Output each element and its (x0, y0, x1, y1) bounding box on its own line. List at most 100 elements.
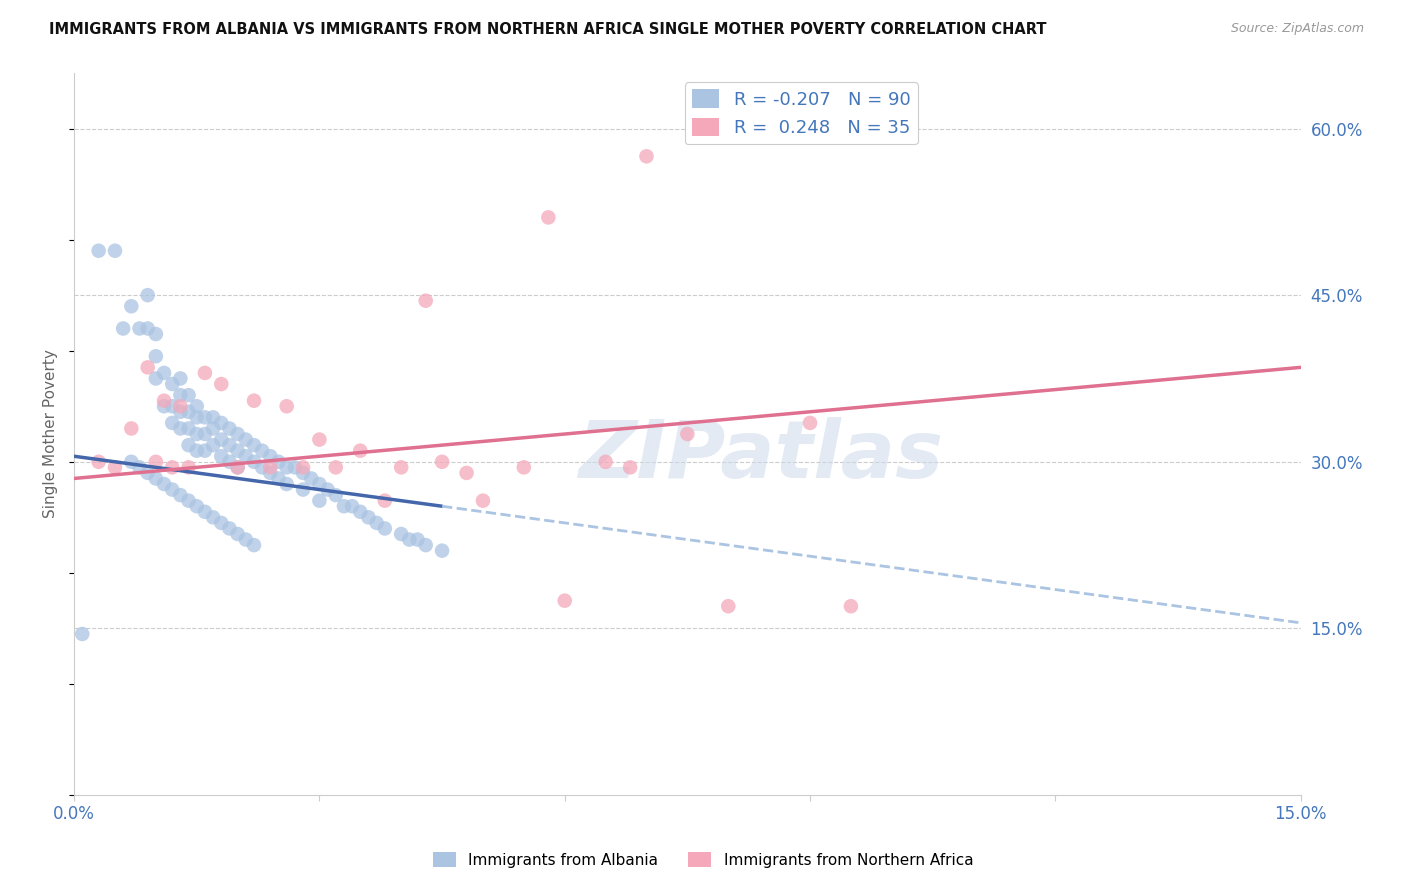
Point (316, 483, 339, 497)
Point (717, 599, 740, 614)
Point (415, 538, 437, 552)
Point (186, 443, 208, 458)
Point (169, 421, 191, 435)
Point (218, 421, 240, 435)
Point (250, 460, 273, 475)
Point (471, 493, 494, 508)
Point (160, 460, 183, 475)
Point (120, 455, 142, 469)
Point (259, 466, 281, 480)
Point (186, 399, 208, 413)
Point (160, 483, 183, 497)
Point (554, 593, 576, 607)
Point (636, 149, 658, 163)
Point (799, 416, 821, 430)
Point (202, 421, 225, 435)
Point (267, 471, 290, 485)
Point (357, 510, 380, 524)
Point (333, 500, 356, 514)
Point (676, 427, 699, 442)
Point (398, 533, 420, 547)
Point (209, 416, 232, 430)
Text: Source: ZipAtlas.com: Source: ZipAtlas.com (1230, 22, 1364, 36)
Point (374, 521, 396, 535)
Point (87, 244, 110, 258)
Legend: R = -0.207   N = 90, R =  0.248   N = 35: R = -0.207 N = 90, R = 0.248 N = 35 (685, 82, 918, 145)
Point (104, 244, 127, 258)
Point (430, 543, 453, 558)
Point (145, 349, 167, 363)
Point (276, 460, 298, 475)
Point (292, 466, 315, 480)
Point (235, 433, 257, 447)
Point (202, 438, 225, 452)
Point (136, 466, 159, 480)
Point (194, 427, 217, 442)
Point (136, 288, 159, 302)
Point (406, 533, 429, 547)
Point (209, 377, 232, 392)
Point (153, 393, 176, 408)
Point (235, 533, 257, 547)
Point (276, 399, 298, 413)
Point (292, 483, 315, 497)
Point (209, 516, 232, 530)
Point (299, 471, 322, 485)
Point (374, 493, 396, 508)
Point (209, 449, 232, 463)
Point (153, 477, 176, 491)
Point (186, 427, 208, 442)
Point (160, 399, 183, 413)
Point (340, 500, 363, 514)
Point (128, 321, 150, 335)
Point (104, 460, 127, 475)
Point (177, 460, 200, 475)
Point (194, 505, 217, 519)
Point (226, 460, 249, 475)
Point (243, 455, 266, 469)
Point (276, 477, 298, 491)
Point (194, 366, 217, 380)
Point (308, 493, 330, 508)
Point (177, 388, 200, 402)
Point (292, 460, 315, 475)
Point (389, 460, 412, 475)
Point (243, 438, 266, 452)
Point (194, 410, 217, 425)
Point (169, 388, 191, 402)
Point (430, 455, 453, 469)
Point (218, 521, 240, 535)
Point (120, 421, 142, 435)
Point (177, 421, 200, 435)
Point (456, 466, 478, 480)
Point (349, 505, 371, 519)
Point (415, 293, 437, 308)
Point (145, 455, 167, 469)
Point (267, 455, 290, 469)
Point (153, 399, 176, 413)
Point (284, 460, 307, 475)
Point (120, 299, 142, 313)
Point (325, 488, 347, 502)
Text: ZIPatlas: ZIPatlas (578, 417, 943, 495)
Point (325, 460, 347, 475)
Point (136, 360, 159, 375)
Point (186, 500, 208, 514)
Point (186, 410, 208, 425)
Point (112, 321, 135, 335)
Point (226, 527, 249, 541)
Point (218, 438, 240, 452)
Point (209, 433, 232, 447)
Point (513, 460, 536, 475)
Point (169, 371, 191, 385)
Point (226, 427, 249, 442)
Point (177, 438, 200, 452)
Point (202, 410, 225, 425)
Point (136, 321, 159, 335)
Point (226, 460, 249, 475)
Point (169, 488, 191, 502)
Point (366, 516, 388, 530)
Point (389, 527, 412, 541)
Point (145, 471, 167, 485)
Point (194, 443, 217, 458)
